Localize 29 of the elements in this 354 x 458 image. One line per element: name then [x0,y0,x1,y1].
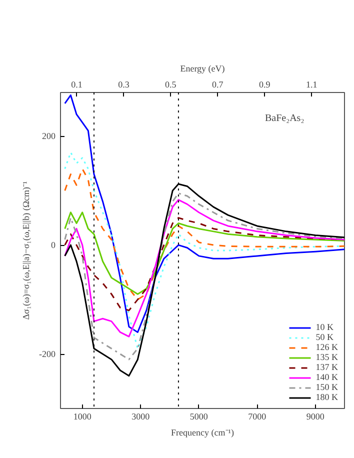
legend-label: 137 K [316,362,338,372]
x-tick-label: 3000 [132,412,150,422]
legend-label: 50 K [316,332,334,342]
legend-label: 180 K [316,392,338,402]
x2-tick-label: 0.5 [165,80,177,90]
x-tick-label: 9000 [306,412,325,422]
x2-axis-title: Energy (eV) [180,64,225,74]
line-series [64,94,344,333]
x2-tick-label: 1.1 [306,80,318,90]
y-axis-title: Δσ₁(ω)=σ₁(ω,E||a)−σ₁(ω,E||b) (Ωcm)⁻¹ [21,180,32,320]
x2-tick-label: 0.9 [259,80,271,90]
y-tick-label: -200 [39,349,56,360]
x-axis-title: Frequency (cm⁻¹) [171,428,234,438]
legend-label: 140 K [316,372,338,382]
x2-tick-label: 0.3 [118,80,130,90]
x2-tick-label: 0.1 [71,80,82,90]
annotation: BaFe₂As₂ [264,113,304,124]
x-tick-label: 5000 [190,412,208,422]
line-series [64,212,344,295]
legend-label: 10 K [316,322,334,332]
legend-label: 126 K [316,342,338,352]
x-tick-label: 1000 [73,412,92,422]
legend-label: 135 K [316,352,338,362]
x-tick-label: 7000 [248,412,267,422]
legend-label: 150 K [316,382,338,392]
line-series [64,168,344,300]
x2-tick-label: 0.7 [212,80,224,90]
y-tick-label: 0 [51,240,56,250]
y-tick-label: 200 [42,131,56,142]
